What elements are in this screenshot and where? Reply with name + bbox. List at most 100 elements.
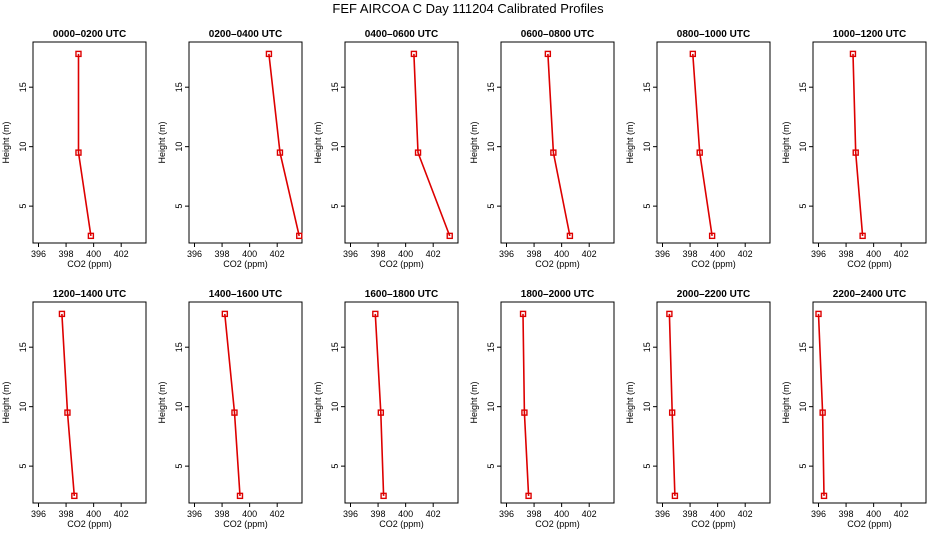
- x-tick-label: 400: [398, 509, 413, 519]
- y-tick-label: 5: [486, 204, 496, 209]
- x-axis-label: CO2 (ppm): [223, 519, 268, 529]
- y-tick-label: 5: [18, 204, 28, 209]
- co2-profile-line: [522, 313, 530, 496]
- co2-point: [815, 310, 822, 318]
- x-tick-label: 400: [554, 509, 569, 519]
- x-tick-label: 398: [59, 249, 74, 259]
- x-axis-label: CO2 (ppm): [379, 519, 424, 529]
- x-axis-label: CO2 (ppm): [691, 519, 736, 529]
- x-axis-label: CO2 (ppm): [67, 519, 112, 529]
- y-axis-label: Height (m): [157, 121, 167, 163]
- y-tick-label: 15: [798, 342, 808, 352]
- co2-point: [377, 409, 385, 416]
- y-tick-label: 10: [642, 402, 652, 412]
- plot-frame: [344, 41, 459, 244]
- plot-frame: [812, 41, 927, 244]
- x-tick-label: 400: [398, 249, 413, 259]
- x-axis-label: CO2 (ppm): [379, 259, 424, 269]
- co2-profile-line: [817, 313, 825, 496]
- x-tick-label: 396: [655, 509, 670, 519]
- y-tick-label: 15: [174, 82, 184, 92]
- plot-frame: [500, 41, 615, 244]
- panel-title: 0600–0800 UTC: [521, 29, 594, 40]
- plot-frame: [656, 301, 771, 504]
- y-axis-label: Height (m): [1, 381, 11, 423]
- panel-title: 0200–0400 UTC: [209, 29, 282, 40]
- x-tick-label: 402: [738, 249, 753, 259]
- panel-7: 1200–1400 UTC 396 398 400 402 5 10 15 CO2 (ppm) H…: [1, 289, 147, 529]
- plot-frame: [500, 301, 615, 504]
- co2-point: [550, 149, 557, 156]
- panel-title: 1400–1600 UTC: [209, 289, 282, 300]
- x-tick-label: 398: [215, 509, 230, 519]
- x-tick-label: 396: [187, 249, 202, 259]
- co2-point: [58, 310, 66, 318]
- x-tick-label: 400: [554, 249, 569, 259]
- y-tick-label: 5: [330, 464, 340, 469]
- plot-frame: [32, 301, 147, 504]
- co2-profile-line: [77, 53, 92, 237]
- y-axis-label: Height (m): [313, 381, 323, 423]
- y-axis-label: Height (m): [625, 381, 635, 423]
- x-tick-label: 398: [527, 509, 542, 519]
- x-tick-label: 402: [270, 249, 285, 259]
- y-tick-label: 10: [330, 402, 340, 412]
- co2-profile-line: [413, 53, 451, 237]
- co2-point: [566, 232, 574, 240]
- co2-profile-line: [374, 313, 385, 496]
- panel-title: 2000–2200 UTC: [677, 289, 750, 300]
- y-tick-label: 15: [642, 82, 652, 92]
- co2-point: [708, 232, 716, 240]
- panel-title: 0800–1000 UTC: [677, 29, 750, 40]
- co2-point: [446, 232, 453, 240]
- co2-point: [236, 492, 244, 500]
- y-axis-label: Height (m): [157, 381, 167, 423]
- co2-point: [296, 232, 303, 240]
- y-axis-label: Height (m): [313, 121, 323, 163]
- co2-point: [671, 492, 679, 500]
- co2-point: [221, 310, 229, 318]
- x-tick-label: 400: [866, 249, 881, 259]
- co2-point: [544, 50, 552, 58]
- x-tick-label: 396: [187, 509, 202, 519]
- co2-point: [689, 50, 697, 58]
- co2-point: [521, 409, 528, 416]
- co2-profile-line: [547, 53, 571, 237]
- panel-11: 2000–2200 UTC 396 398 400 402 5 10 15 CO2 (ppm) H…: [625, 289, 771, 529]
- y-tick-label: 15: [330, 82, 340, 92]
- co2-point: [519, 310, 527, 318]
- x-axis-label: CO2 (ppm): [223, 259, 268, 269]
- plot-frame: [656, 41, 771, 244]
- co2-profile-line: [852, 53, 864, 236]
- x-axis-label: CO2 (ppm): [847, 519, 892, 529]
- x-tick-label: 398: [371, 249, 386, 259]
- co2-point: [87, 232, 95, 240]
- x-tick-label: 398: [839, 509, 854, 519]
- co2-point: [849, 50, 857, 58]
- x-tick-label: 396: [343, 509, 358, 519]
- y-tick-label: 15: [174, 342, 184, 352]
- plot-frame: [812, 301, 927, 504]
- y-tick-label: 10: [798, 142, 808, 152]
- x-axis-label: CO2 (ppm): [847, 259, 892, 269]
- panel-title: 1600–1800 UTC: [365, 289, 438, 300]
- y-tick-label: 10: [642, 142, 652, 152]
- plot-frame: [188, 41, 303, 244]
- y-axis-label: Height (m): [781, 381, 791, 423]
- x-tick-label: 396: [31, 249, 46, 259]
- y-tick-label: 15: [486, 82, 496, 92]
- y-tick-label: 10: [18, 142, 28, 152]
- co2-point: [75, 50, 82, 58]
- co2-profile-line: [268, 53, 300, 237]
- panel-title: 0400–0600 UTC: [365, 29, 438, 40]
- panel-title: 2200–2400 UTC: [833, 289, 906, 300]
- y-tick-label: 5: [330, 204, 340, 209]
- y-tick-label: 15: [18, 82, 28, 92]
- x-tick-label: 398: [683, 509, 698, 519]
- x-tick-label: 402: [894, 509, 909, 519]
- x-tick-label: 402: [894, 249, 909, 259]
- co2-point: [696, 149, 703, 156]
- y-tick-label: 5: [642, 464, 652, 469]
- panel-5: 0800–1000 UTC 396 398 400 402 5 10 15 CO2 (ppm) H…: [625, 29, 771, 269]
